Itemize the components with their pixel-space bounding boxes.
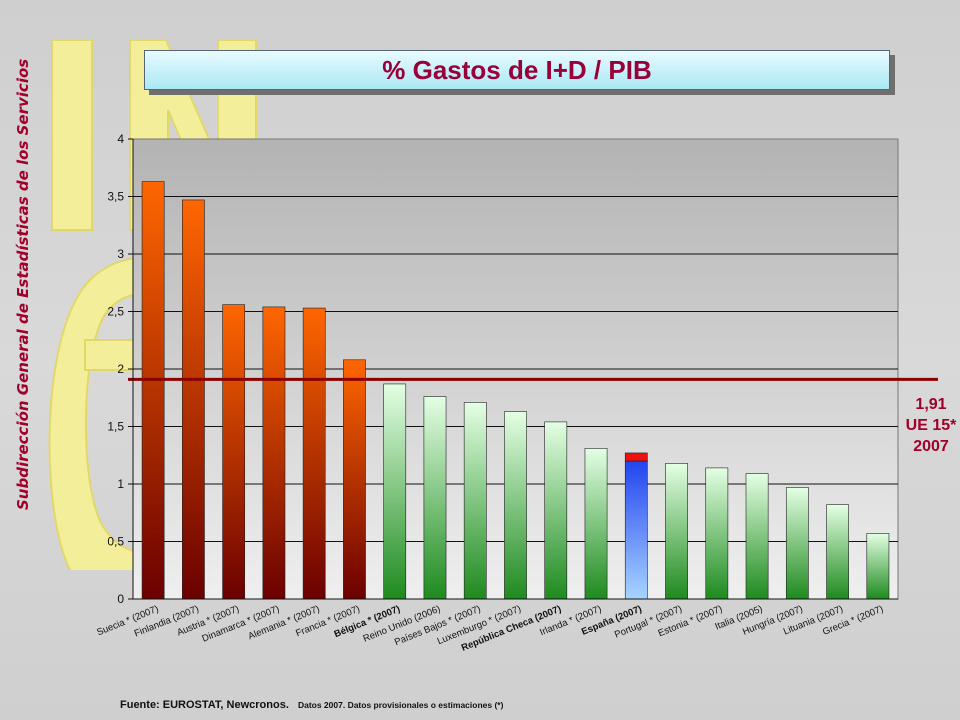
bar	[785, 487, 809, 600]
bar	[826, 504, 849, 600]
bar	[665, 462, 688, 600]
y-tick-label: 1	[117, 477, 124, 491]
bar	[182, 199, 205, 600]
reference-group-text: UE 15*	[905, 417, 957, 434]
y-tick-label: 1,5	[107, 420, 124, 434]
source-main-text: Fuente: EUROSTAT, Newcronos.	[120, 699, 289, 711]
y-tick-label: 4	[117, 132, 124, 146]
reference-value-text: 1,91	[915, 396, 947, 413]
y-tick-label: 3,5	[107, 190, 124, 204]
bar	[141, 181, 165, 600]
bar-cap	[624, 452, 648, 462]
bar	[463, 402, 487, 600]
bar	[222, 304, 246, 600]
source-note: Fuente: EUROSTAT, Newcronos. Datos 2007.…	[120, 699, 503, 711]
bar	[624, 460, 648, 600]
bar	[504, 411, 527, 600]
y-tick-label: 3	[117, 247, 124, 261]
y-tick-label: 0,5	[107, 535, 124, 549]
bar	[745, 473, 769, 600]
page-title: % Gastos de I+D / PIB	[144, 50, 890, 90]
bar	[866, 533, 890, 600]
bar	[343, 359, 366, 600]
bar	[705, 467, 729, 600]
bar	[544, 421, 568, 600]
bar	[383, 383, 407, 600]
reference-line-label: 1,91 UE 15* 2007	[896, 394, 960, 457]
bar	[262, 306, 286, 600]
y-tick-label: 0	[117, 592, 124, 606]
bar	[423, 396, 447, 600]
source-detail-text: Datos 2007. Datos provisionales o estima…	[297, 700, 504, 710]
bar	[302, 307, 326, 600]
reference-year-text: 2007	[913, 438, 949, 455]
y-tick-label: 2	[117, 362, 124, 376]
y-tick-label: 2,5	[107, 305, 124, 319]
bar	[584, 448, 608, 600]
